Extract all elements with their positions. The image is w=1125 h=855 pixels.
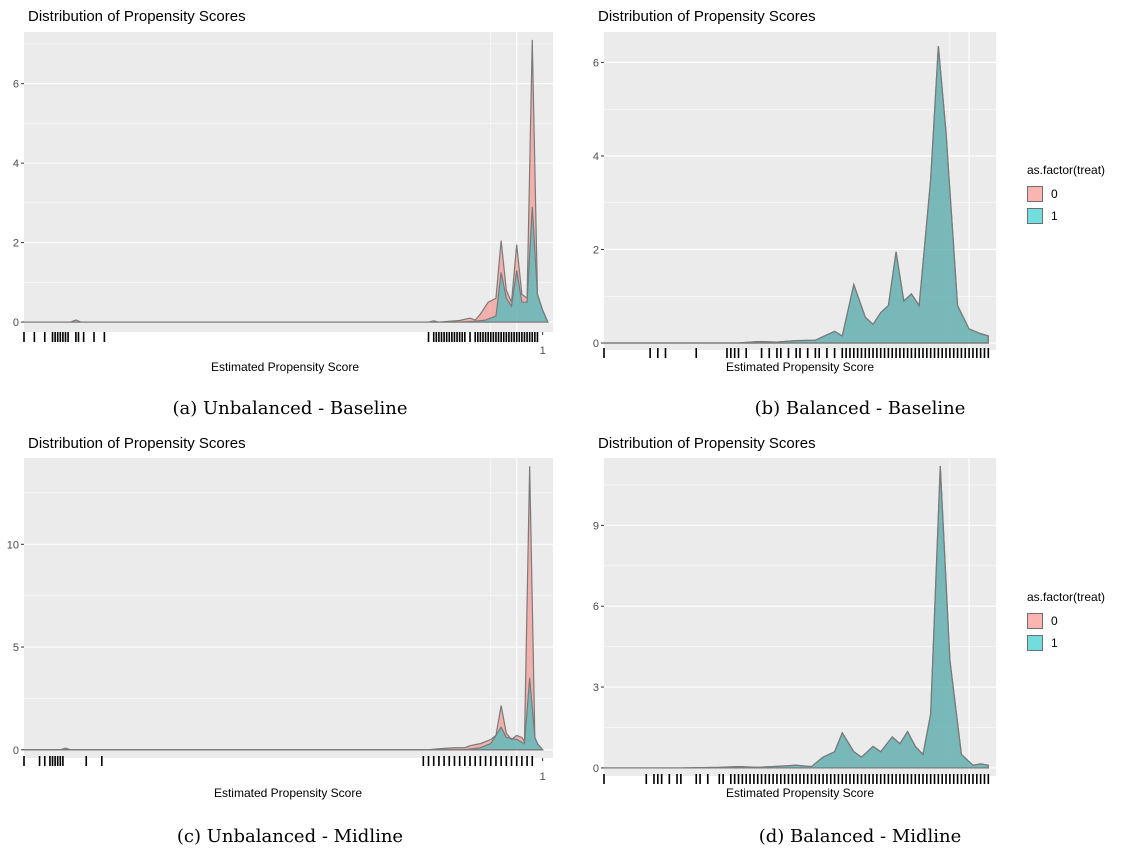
figure-caption: (b) Balanced - Baseline <box>754 398 966 419</box>
density-series-1 <box>604 466 989 769</box>
x-axis-label: Estimated Propensity Score <box>725 360 875 374</box>
y-tick-label: 6 <box>13 79 19 91</box>
density-series-1 <box>24 206 549 323</box>
figure-caption: (d) Balanced - Midline <box>758 826 962 847</box>
chart-plot: 0 5 10 1 <box>7 458 553 783</box>
y-tick-label: 3 <box>593 682 599 694</box>
legend-label-0: 0 <box>1051 187 1058 201</box>
plot-background <box>24 458 553 758</box>
y-tick-label: 4 <box>13 158 19 170</box>
chart-title: Distribution of Propensity Scores <box>598 8 816 25</box>
legend-title: as.factor(treat) <box>1027 590 1106 604</box>
y-tick-label: 2 <box>593 244 599 256</box>
density-series-1 <box>604 45 989 344</box>
legend: as.factor(treat) 0 1 <box>1027 163 1105 227</box>
chart-title: Distribution of Propensity Scores <box>598 435 816 452</box>
x-tick-label: 1 <box>540 771 546 783</box>
plot-background <box>24 32 553 332</box>
y-tick-label: 2 <box>13 238 19 250</box>
legend-label-1: 1 <box>1051 209 1058 223</box>
chart-title: Distribution of Propensity Scores <box>28 435 246 452</box>
x-axis-label: Estimated Propensity Score <box>725 786 875 800</box>
x-tick-label: 1 <box>540 345 546 357</box>
legend-item-0: 0 <box>1027 610 1105 632</box>
chart-plot: 0 2 4 6 <box>593 32 996 358</box>
legend-swatch-1 <box>1027 635 1043 651</box>
x-axis-label: Estimated Propensity Score <box>213 786 363 800</box>
y-tick-label: 6 <box>593 601 599 613</box>
legend-item-1: 1 <box>1027 632 1105 654</box>
legend-swatch-0 <box>1027 186 1043 202</box>
legend-item-1: 1 <box>1027 205 1105 227</box>
legend-item-0: 0 <box>1027 183 1105 205</box>
y-tick-label: 6 <box>593 57 599 69</box>
legend-label-0: 0 <box>1051 614 1058 628</box>
y-tick-label: 0 <box>13 317 19 329</box>
chart-plot: 0 2 4 6 1 <box>13 32 553 357</box>
y-tick-label: 4 <box>593 151 599 163</box>
y-tick-label: 0 <box>593 763 599 775</box>
legend-label-1: 1 <box>1051 636 1058 650</box>
y-tick-label: 0 <box>593 338 599 350</box>
figure-caption: (c) Unbalanced - Midline <box>176 826 404 847</box>
chart-title: Distribution of Propensity Scores <box>28 8 246 25</box>
figure-caption: (a) Unbalanced - Baseline <box>172 398 408 419</box>
legend-swatch-0 <box>1027 613 1043 629</box>
y-tick-label: 5 <box>13 642 19 654</box>
y-tick-label: 10 <box>7 539 19 551</box>
legend-title: as.factor(treat) <box>1027 163 1106 177</box>
chart-plot: 0 3 6 9 <box>593 458 996 784</box>
x-axis-label: Estimated Propensity Score <box>210 360 360 374</box>
density-series-1 <box>24 677 544 751</box>
legend: as.factor(treat) 0 1 <box>1027 590 1105 654</box>
y-tick-label: 0 <box>13 745 19 757</box>
legend-swatch-1 <box>1027 208 1043 224</box>
y-tick-label: 9 <box>593 520 599 532</box>
